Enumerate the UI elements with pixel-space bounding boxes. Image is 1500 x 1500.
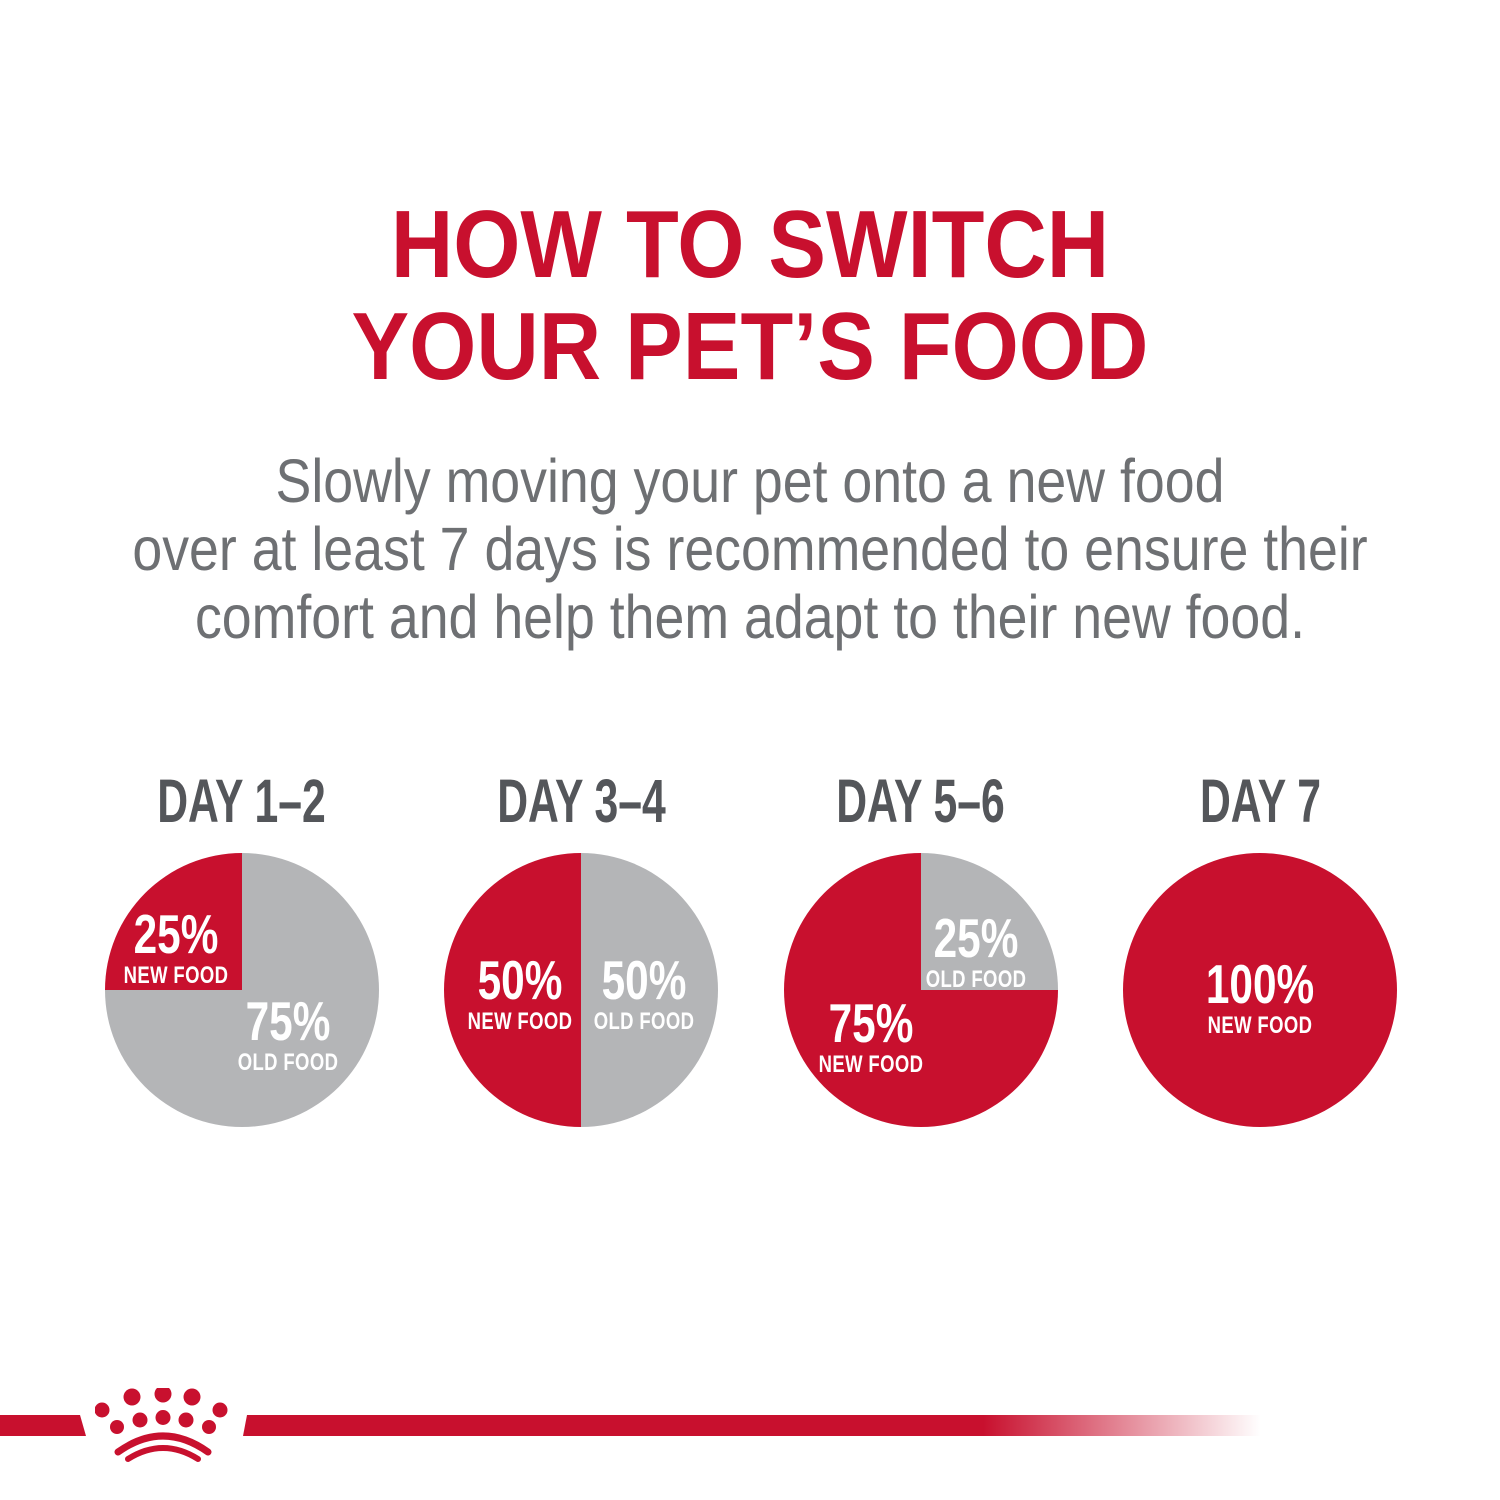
day-5-6-label: DAY 5–6 bbox=[836, 767, 1006, 835]
day-7-label: DAY 7 bbox=[1199, 767, 1322, 835]
royal-canin-crown-logo-icon bbox=[95, 1388, 228, 1462]
intro-line-2: over at least 7 days is recommended to e… bbox=[132, 515, 1368, 583]
new-food-percent: 25% bbox=[133, 902, 219, 965]
old-food-slice-label: 75% OLD FOOD bbox=[237, 990, 339, 1077]
old-food-slice-label: 50% OLD FOOD bbox=[593, 949, 695, 1036]
new-food-slice-label: 100% NEW FOOD bbox=[1206, 953, 1315, 1040]
old-food-percent: 25% bbox=[933, 906, 1018, 969]
old-food-slice-label: 25% OLD FOOD bbox=[925, 906, 1026, 993]
old-food-caption: OLD FOOD bbox=[925, 965, 1026, 993]
intro-line-1: Slowly moving your pet onto a new food bbox=[275, 447, 1225, 515]
footer-divider-left bbox=[0, 1415, 86, 1436]
old-food-percent: 50% bbox=[601, 949, 687, 1012]
new-food-percent: 50% bbox=[477, 949, 562, 1012]
new-food-slice-label: 25% NEW FOOD bbox=[123, 902, 229, 989]
footer-divider-right bbox=[243, 1415, 1271, 1436]
page-title: HOW TO SWITCH YOUR PET’S FOOD bbox=[0, 194, 1500, 398]
day-1-2-column: DAY 1–2 25% NEW FOOD 75% OLD FOOD bbox=[103, 770, 380, 1127]
new-food-caption: NEW FOOD bbox=[123, 961, 229, 989]
page-title-line-2: YOUR PET’S FOOD bbox=[351, 293, 1149, 400]
pie-chart-day-7: 100% NEW FOOD bbox=[1123, 853, 1398, 1127]
day-3-4-column: DAY 3–4 50% NEW FOOD 50% OLD FOOD bbox=[443, 770, 720, 1127]
new-food-slice-label: 75% NEW FOOD bbox=[819, 991, 924, 1078]
pie-chart-day-3-4: 50% NEW FOOD 50% OLD FOOD bbox=[444, 853, 719, 1127]
new-food-percent: 100% bbox=[1206, 953, 1315, 1016]
old-food-percent: 75% bbox=[245, 990, 331, 1053]
intro-line-3: comfort and help them adapt to their new… bbox=[194, 583, 1306, 651]
old-food-caption: OLD FOOD bbox=[237, 1049, 339, 1077]
new-food-slice-label: 50% NEW FOOD bbox=[467, 949, 572, 1036]
new-food-caption: NEW FOOD bbox=[467, 1008, 572, 1036]
old-food-caption: OLD FOOD bbox=[593, 1008, 695, 1036]
day-7-column: DAY 7 100% NEW FOOD bbox=[1122, 770, 1399, 1127]
new-food-percent: 75% bbox=[829, 991, 914, 1054]
pie-chart-day-1-2: 25% NEW FOOD 75% OLD FOOD bbox=[104, 853, 379, 1127]
day-5-6-column: DAY 5–6 25% OLD FOOD 75% NEW FOOD bbox=[782, 770, 1059, 1127]
intro-text: Slowly moving your pet onto a new food o… bbox=[0, 447, 1500, 651]
day-1-2-label: DAY 1–2 bbox=[157, 767, 326, 835]
page-title-line-1: HOW TO SWITCH bbox=[390, 191, 1110, 298]
new-food-caption: NEW FOOD bbox=[1208, 1012, 1313, 1040]
pie-chart-day-5-6: 25% OLD FOOD 75% NEW FOOD bbox=[783, 853, 1058, 1127]
transition-charts-row: DAY 1–2 25% NEW FOOD 75% OLD FOOD DAY 3–… bbox=[103, 770, 1399, 1127]
new-food-caption: NEW FOOD bbox=[819, 1050, 924, 1078]
day-3-4-label: DAY 3–4 bbox=[496, 767, 666, 835]
